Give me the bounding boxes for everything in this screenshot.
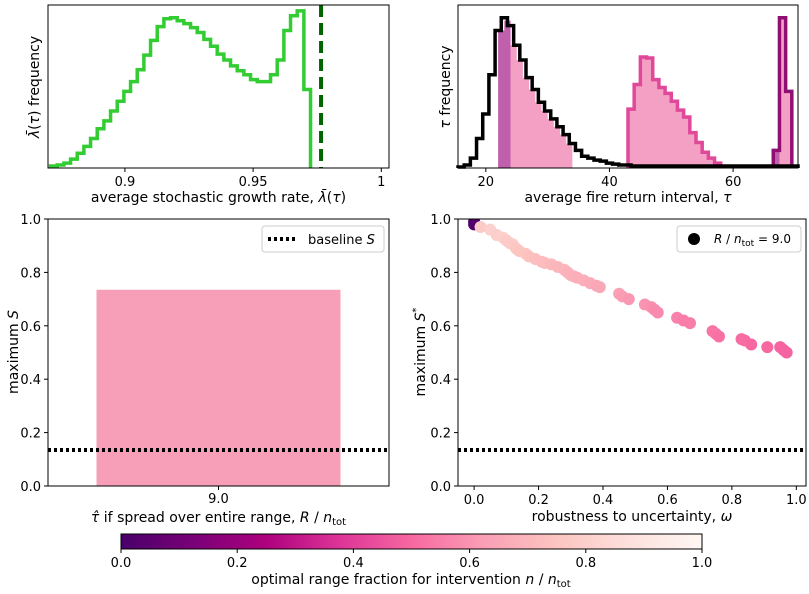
colorbar-tick-label: 0.0	[111, 556, 132, 571]
fire-interval-late-peak-line	[771, 16, 794, 168]
colorbar-tick-label: 0.6	[459, 556, 480, 571]
fire-interval-x-tick-label: 20	[478, 175, 495, 190]
scatter-point	[474, 221, 487, 234]
scatter-point	[622, 293, 635, 306]
growth-rate-histogram-plot	[48, 5, 324, 168]
maximum-s-star-axes-frame	[457, 218, 807, 487]
fire-interval-mid-peak-line	[626, 55, 723, 168]
maximum-s-y-ticks: 0.0 0.2 0.4 0.6 0.8 1.0	[20, 213, 48, 495]
fire-interval-x-label: average fire return interval, τ	[524, 190, 732, 206]
scatter-point	[745, 338, 758, 351]
maximum-s-x-ticks: 9.0	[208, 486, 229, 507]
maximum-s-y-tick-label: 1.0	[20, 213, 41, 228]
growth-rate-x-tick-label: 0.9	[115, 175, 136, 190]
maximum-s-star-y-label: maximum S*	[411, 308, 429, 397]
maximum-s-star-y-tick-label: 0.8	[430, 266, 451, 281]
scatter-points	[468, 219, 793, 359]
maximum-s-star-scatter-panel: 0.0 0.2 0.4 0.6 0.8 1.0 0.0 0.2 0.4 0.6 0.8 1.0 ma…	[411, 213, 807, 525]
scatter-legend-label: R / ntot = 9.0	[714, 232, 791, 249]
maximum-s-star-x-tick-label: 1.0	[786, 493, 807, 508]
scatter-legend-marker	[688, 233, 700, 245]
maximum-s-star-y-tick-label: 0.6	[430, 320, 451, 335]
fire-interval-histogram-line	[456, 16, 800, 169]
growth-rate-axes-frame	[47, 4, 390, 169]
fire-interval-axes-frame	[457, 4, 799, 169]
maximum-s-y-tick-label: 0.0	[20, 480, 41, 495]
maximum-s-y-tick-label: 0.2	[20, 427, 41, 442]
colorbar: 0.0 0.2 0.4 0.6 0.8 1.0 optimal range fractio…	[111, 533, 713, 590]
colorbar-tick-label: 0.2	[227, 556, 248, 571]
maximum-s-star-y-tick-label: 0.2	[430, 427, 451, 442]
maximum-s-star-x-ticks: 0.0 0.2 0.4 0.6 0.8 1.0	[464, 486, 807, 508]
maximum-s-star-y-tick-label: 0.4	[430, 373, 451, 388]
maximum-s-star-x-tick-label: 0.0	[464, 493, 485, 508]
maximum-s-bar-panel: 0.0 0.2 0.4 0.6 0.8 1.0 9.0 maximum S τ̂ if s…	[6, 213, 390, 528]
scatter-point	[593, 281, 606, 294]
maximum-s-star-y-tick-label: 1.0	[430, 213, 451, 228]
colorbar-gradient	[120, 533, 703, 550]
scatter-point	[761, 341, 774, 354]
maximum-s-star-x-tick-label: 0.6	[657, 493, 678, 508]
growth-rate-x-ticks: 0.9 0.95 1	[115, 168, 385, 190]
fire-interval-y-label: τ frequency	[438, 45, 454, 128]
scatter-legend-box	[676, 225, 802, 253]
growth-rate-x-label: average stochastic growth rate, λ̄(τ)	[91, 188, 346, 206]
maximum-s-y-tick-label: 0.8	[20, 266, 41, 281]
maximum-s-star-y-ticks: 0.0 0.2 0.4 0.6 0.8 1.0	[430, 213, 458, 495]
maximum-s-star-x-label: robustness to uncertainty, ω	[532, 509, 733, 525]
growth-rate-histogram-line	[48, 9, 313, 168]
baseline-legend: baseline S	[261, 225, 385, 253]
maximum-s-star-x-tick-label: 0.8	[722, 493, 743, 508]
baseline-legend-box	[261, 225, 385, 253]
scatter-legend: R / ntot = 9.0	[676, 225, 802, 253]
maximum-s-star-x-tick-label: 0.2	[528, 493, 549, 508]
fire-interval-histogram-plot	[456, 16, 800, 169]
maximum-s-star-x-tick-label: 0.4	[593, 493, 614, 508]
baseline-legend-label: baseline S	[308, 233, 375, 248]
colorbar-tick-label: 0.4	[343, 556, 364, 571]
fire-interval-mid-peak-fill	[628, 57, 721, 168]
fire-interval-x-tick-label: 60	[725, 175, 742, 190]
colorbar-tick-label: 1.0	[692, 556, 713, 571]
fire-interval-late-peak-fill	[773, 17, 792, 168]
scatter-point	[651, 306, 664, 319]
growth-rate-y-label: λ̄(τ) frequency	[25, 36, 43, 139]
fire-interval-early-peak-fill	[498, 20, 573, 168]
scatter-point	[713, 330, 725, 343]
maximum-s-star-y-tick-label: 0.0	[430, 480, 451, 495]
maximum-s-bar-plot	[48, 289, 389, 486]
maximum-s-y-tick-label: 0.6	[20, 320, 41, 335]
fire-interval-early-peak-dark-fill	[498, 20, 511, 168]
maximum-s-bar	[96, 289, 341, 486]
maximum-s-x-tick-label: 9.0	[208, 492, 229, 507]
scatter-point	[780, 346, 793, 359]
maximum-s-y-tick-label: 0.4	[20, 373, 41, 388]
fire-interval-histogram-panel: 20 40 60 average fire return interval, τ τ…	[438, 4, 800, 206]
growth-rate-x-tick-label: 1	[377, 175, 385, 190]
fire-interval-x-tick-label: 40	[601, 175, 618, 190]
growth-rate-histogram-panel: 0.9 0.95 1 average stochastic growth rate,…	[25, 4, 390, 206]
maximum-s-y-label: maximum S	[6, 310, 22, 394]
growth-rate-x-tick-label: 0.95	[239, 175, 268, 190]
maximum-s-x-label: τ̂ if spread over entire range, R / ntot	[91, 510, 346, 528]
maximum-s-star-scatter-plot	[458, 219, 806, 452]
scatter-point	[684, 317, 696, 330]
colorbar-tick-label: 0.8	[575, 556, 596, 571]
colorbar-ticks: 0.0 0.2 0.4 0.6 0.8 1.0	[111, 549, 713, 571]
fire-interval-x-ticks: 20 40 60	[478, 168, 742, 190]
colorbar-label: optimal range fraction for intervention …	[251, 572, 571, 590]
